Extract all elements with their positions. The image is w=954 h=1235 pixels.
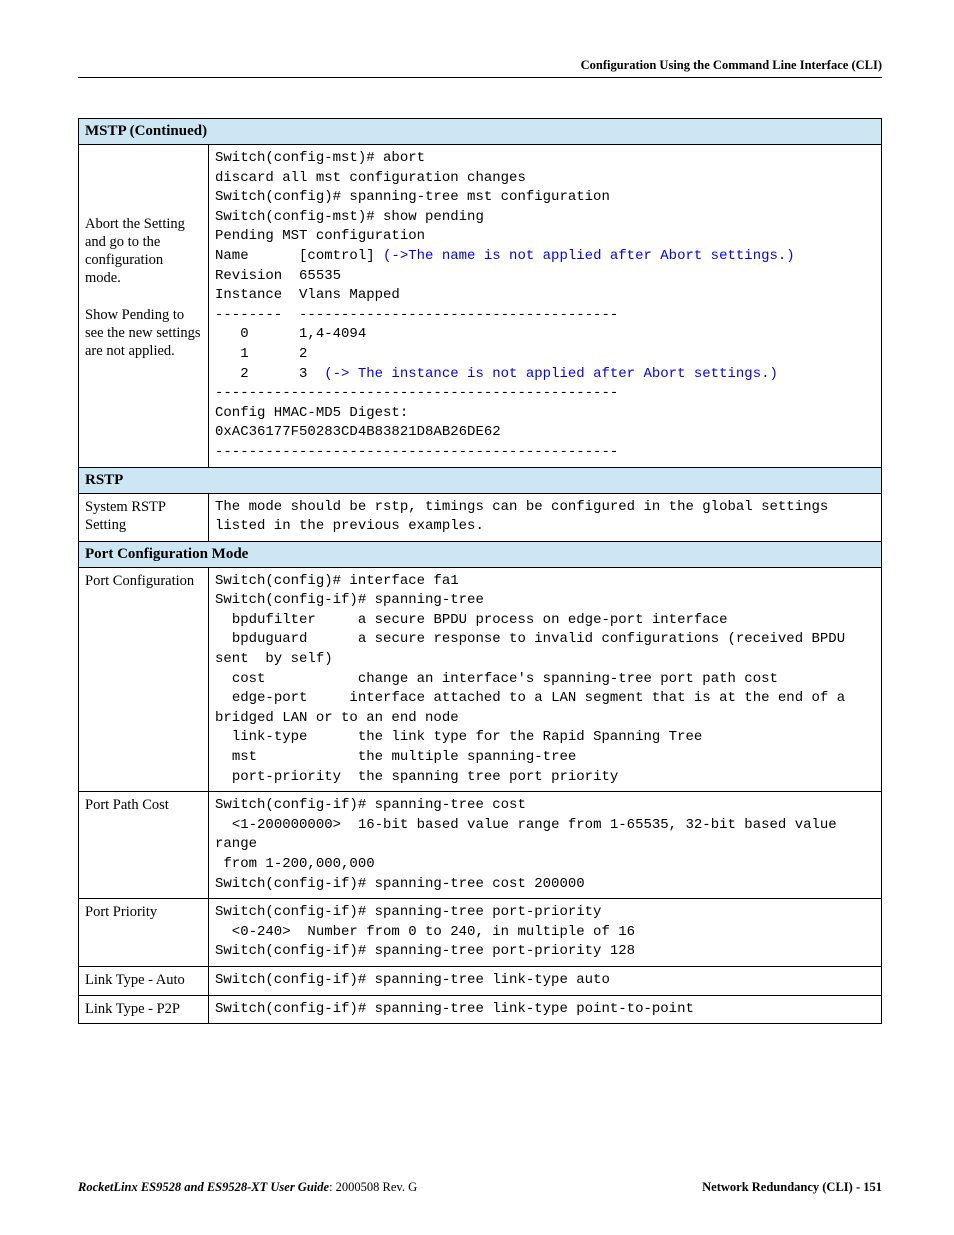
abort-l2: discard all mst configuration changes [215,170,526,186]
section-rstp-title: RSTP [79,467,882,493]
code-pathcost: Switch(config-if)# spanning-tree cost <1… [209,792,882,899]
code-linkauto: Switch(config-if)# spanning-tree link-ty… [209,966,882,995]
abort-l6b: (->The name is not applied after Abort s… [383,248,795,264]
row-abort: Abort the Setting and go to the configur… [79,145,882,468]
row-rstp: System RSTP Setting The mode should be r… [79,493,882,541]
section-mstp-title: MSTP (Continued) [79,119,882,145]
row-pathcost: Port Path Cost Switch(config-if)# spanni… [79,792,882,899]
abort-l15: 0xAC36177F50283CD4B83821D8AB26DE62 [215,424,501,440]
code-rstp: The mode should be rstp, timings can be … [209,493,882,541]
section-portconf-title: Port Configuration Mode [79,541,882,567]
config-table: MSTP (Continued) Abort the Setting and g… [78,118,882,1024]
footer-left-italic: RocketLinx ES9528 and ES9528-XT User Gui… [78,1180,329,1194]
label-rstp: System RSTP Setting [79,493,209,541]
label-priority: Port Priority [79,899,209,967]
abort-l12a: 2 3 [215,366,324,382]
code-linkp2p: Switch(config-if)# spanning-tree link-ty… [209,995,882,1024]
abort-l9: -------- -------------------------------… [215,307,618,323]
abort-l8: Instance Vlans Mapped [215,287,400,303]
code-portconf: Switch(config)# interface fa1 Switch(con… [209,567,882,792]
header-text: Configuration Using the Command Line Int… [78,58,882,77]
label-abort: Abort the Setting and go to the configur… [79,145,209,468]
page-container: Configuration Using the Command Line Int… [0,0,954,1064]
footer-left: RocketLinx ES9528 and ES9528-XT User Gui… [78,1180,417,1195]
spacer [78,82,882,118]
abort-l1: Switch(config-mst)# abort [215,150,425,166]
abort-l4: Switch(config-mst)# show pending [215,209,484,225]
abort-l12b: (-> The instance is not applied after Ab… [324,366,778,382]
code-abort: Switch(config-mst)# abort discard all ms… [209,145,882,468]
footer-left-rest: : 2000508 Rev. G [329,1180,417,1194]
row-linkp2p: Link Type - P2P Switch(config-if)# spann… [79,995,882,1024]
section-rstp: RSTP [79,467,882,493]
abort-l10: 0 1,4-4094 [215,326,366,342]
label-portconf: Port Configuration [79,567,209,792]
code-priority: Switch(config-if)# spanning-tree port-pr… [209,899,882,967]
row-priority: Port Priority Switch(config-if)# spannin… [79,899,882,967]
label-pathcost: Port Path Cost [79,792,209,899]
footer: RocketLinx ES9528 and ES9528-XT User Gui… [78,1180,882,1195]
footer-right: Network Redundancy (CLI) - 151 [702,1180,882,1195]
abort-l3: Switch(config)# spanning-tree mst config… [215,189,610,205]
abort-l11: 1 2 [215,346,307,362]
abort-l14: Config HMAC-MD5 Digest: [215,405,408,421]
abort-l13: ----------------------------------------… [215,385,618,401]
abort-l16: ----------------------------------------… [215,444,618,460]
header-rule [78,77,882,78]
section-mstp: MSTP (Continued) [79,119,882,145]
label-linkauto: Link Type - Auto [79,966,209,995]
label-linkp2p: Link Type - P2P [79,995,209,1024]
abort-l5: Pending MST configuration [215,228,425,244]
abort-l7: Revision 65535 [215,268,341,284]
section-portconf: Port Configuration Mode [79,541,882,567]
row-linkauto: Link Type - Auto Switch(config-if)# span… [79,966,882,995]
row-portconf: Port Configuration Switch(config)# inter… [79,567,882,792]
abort-l6a: Name [comtrol] [215,248,383,264]
